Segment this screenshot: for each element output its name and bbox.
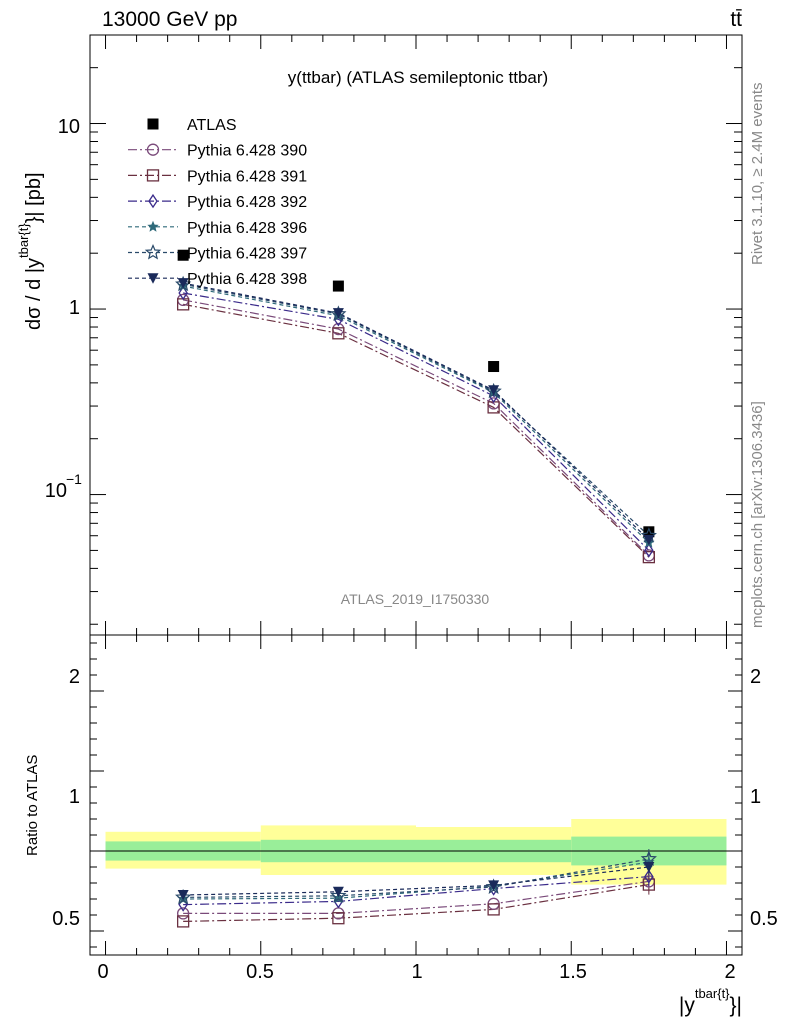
legend-marker-3: [148, 193, 158, 209]
data-point-0-3: [643, 526, 655, 538]
ratio-point-4-0: [175, 888, 192, 905]
series-line-2: [183, 303, 650, 558]
xlabel: |ytbar{t}}|: [679, 986, 742, 1017]
data-point-6-2: [488, 385, 500, 396]
data-point-2-1: [332, 327, 345, 340]
ratio-line-3: [183, 861, 649, 900]
data-point-3-0: [178, 285, 188, 301]
main-panel: y(ttbar) (ATLAS semileptonic ttbar) ATLA…: [16, 34, 743, 636]
ratio-point-5-0: [177, 890, 189, 901]
ratio-point-1-1: [332, 912, 345, 925]
ratio-line-5: [183, 866, 649, 896]
legend-marker-1: [146, 143, 160, 156]
watermark: ATLAS_2019_I1750330: [341, 591, 490, 607]
header-right: tt̄: [730, 8, 742, 31]
main-ylabel: dσ / d |ytbar{t}}| [pb]: [16, 172, 45, 330]
ratio-point-2-3: [644, 869, 654, 884]
ratio-ytick-left-2: 2: [69, 666, 80, 688]
xtick-label-1: 1: [411, 961, 422, 983]
ytick-label-exponent: −1: [66, 471, 82, 487]
legend-label-6: Pythia 6.428 398: [187, 271, 307, 288]
xtick-label-0: 0: [97, 961, 108, 983]
series-line-5: [183, 283, 650, 537]
header-left: 13000 GeV pp: [102, 8, 237, 31]
data-point-2-3: [642, 550, 656, 564]
ratio-frame: [89, 634, 743, 956]
ratio-ytick-left-1: 1: [69, 786, 80, 808]
ratio-line-4: [183, 858, 649, 898]
ratio-line-1: [183, 884, 649, 922]
legend-label-5: Pythia 6.428 397: [187, 246, 307, 263]
legend-marker-6: [147, 273, 159, 284]
ratio-point-1-3: [642, 878, 656, 891]
main-ylabel-text: dσ / d |ytbar{t}}| [pb]: [16, 172, 45, 330]
ratio-point-0-0: [176, 907, 190, 920]
legend-marker-2: [146, 169, 160, 182]
xtick-label-2: 2: [724, 961, 735, 983]
data-point-6-3: [643, 534, 655, 546]
ytick-label-1: 1: [69, 297, 80, 319]
data-point-6-0: [177, 278, 189, 289]
ratio-panel: 2 1 0.5 2 1 0.5 Ratio to ATLAS 0 0.5 1 1…: [24, 634, 778, 1017]
ratio-ylabel: Ratio to ATLAS: [24, 755, 41, 856]
ratio-line-2: [183, 876, 649, 906]
main-title: y(ttbar) (ATLAS semileptonic ttbar): [288, 68, 548, 87]
legend-marker-4: [147, 220, 159, 232]
series-line-1: [183, 299, 650, 556]
data-point-0-1: [332, 280, 344, 292]
ratio-ytick-right-2: 2: [750, 666, 761, 688]
ratio-plot-area: [90, 635, 742, 955]
legend-label-2: Pythia 6.428 391: [187, 168, 307, 185]
series-line-4: [183, 285, 650, 544]
legend-label-1: Pythia 6.428 390: [187, 143, 307, 160]
ratio-point-5-3: [643, 862, 655, 873]
rivet-label: Rivet 3.1.10, ≥ 2.4M events: [749, 83, 766, 266]
legend-label-3: Pythia 6.428 392: [187, 194, 307, 211]
data-point-0-2: [488, 361, 500, 373]
mcplots-label: mcplots.cern.ch [arXiv:1306.3436]: [749, 401, 766, 628]
data-point-3-3: [644, 543, 654, 558]
ratio-point-1-0: [176, 915, 190, 928]
ratio-point-1-2: [487, 903, 500, 916]
xtick-label-1.5: 1.5: [559, 961, 587, 983]
xtick-label-0.5: 0.5: [246, 961, 274, 983]
legend-label-4: Pythia 6.428 396: [187, 220, 307, 237]
ratio-point-5-1: [332, 886, 344, 898]
legend-marker-0: [147, 118, 159, 130]
ratio-point-5-2: [488, 880, 500, 891]
legend-marker-5: [144, 243, 162, 260]
ratio-line-0: [183, 880, 649, 915]
data-point-6-1: [332, 308, 344, 319]
ratio-point-4-1: [330, 887, 347, 903]
data-point-0-0: [177, 249, 189, 261]
ratio-ytick-right-1: 1: [750, 786, 761, 808]
ratio-ytick-left-0.5: 0.5: [52, 908, 80, 930]
ytick-label-10: 10: [58, 116, 80, 138]
series-line-3: [183, 292, 650, 551]
series-line-6: [183, 282, 650, 541]
ytick-label-0.1: 10: [45, 480, 67, 502]
ratio-ytick-right-0.5: 0.5: [750, 908, 778, 930]
legend-label-0: ATLAS: [187, 117, 237, 134]
legend: ATLAS Pythia 6.428 390 Pythia 6.428 391 Pyt…: [128, 117, 307, 288]
main-plot-area: [90, 34, 742, 635]
